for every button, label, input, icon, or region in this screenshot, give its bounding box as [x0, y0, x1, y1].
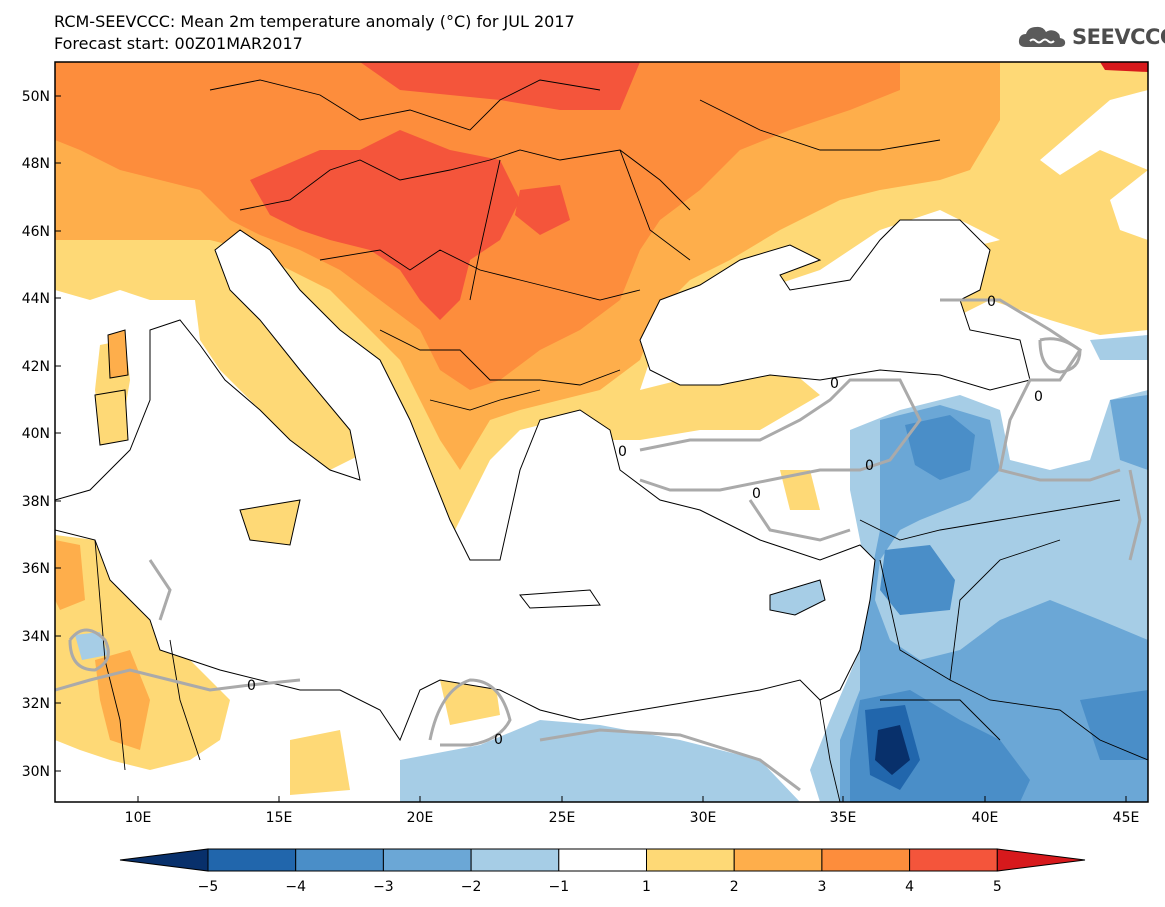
logo-text: SEEVCCC — [1072, 25, 1165, 49]
lat-label: 50N — [22, 89, 50, 105]
lon-label: 30E — [690, 810, 717, 826]
legend-swatch — [733, 848, 823, 872]
forecast-start-label: Forecast start: 00Z01MAR2017 — [54, 34, 303, 53]
legend-swatch — [821, 848, 911, 872]
sardinia — [94, 389, 129, 446]
legend-label: −4 — [285, 879, 306, 895]
anomaly-zone-1-2-italy — [195, 300, 370, 470]
lat-label: 46N — [22, 224, 50, 240]
lon-label: 15E — [266, 810, 293, 826]
contour-label: 0 — [1034, 389, 1043, 405]
legend-swatch — [295, 848, 384, 872]
anomaly-zone-4-5-central — [250, 130, 520, 320]
lon-label: 35E — [830, 810, 857, 826]
lat-label: 34N — [22, 629, 50, 645]
mediterranean-sea — [55, 229, 876, 742]
cloud-icon — [1018, 26, 1066, 47]
anomaly-zone-neg3-4 — [850, 415, 1148, 802]
anomaly-zone-2-3-tunisia — [55, 540, 85, 610]
legend-swatch — [207, 848, 297, 872]
legend-label: −5 — [198, 879, 219, 895]
legend-label: −2 — [461, 879, 482, 895]
legend-swatch — [646, 848, 735, 872]
lon-label: 45E — [1113, 810, 1140, 826]
legend-arrow-low — [119, 848, 209, 872]
legend-swatch — [382, 848, 472, 872]
anomaly-zone-neg1-2-nile — [400, 720, 800, 802]
lat-label: 44N — [22, 291, 50, 307]
anomaly-zone-below-neg5 — [875, 725, 910, 775]
anomaly-zone-1-2-libya-east — [290, 730, 350, 795]
color-legend: −5 −4 −3 −2 −1 1 2 3 4 5 — [119, 848, 1086, 895]
lon-label: 20E — [407, 810, 434, 826]
contour-labels: 0 0 0 0 0 0 0 0 — [247, 294, 1043, 748]
lat-label: 48N — [22, 156, 50, 172]
legend-arrow-high — [996, 848, 1086, 872]
latitude-axis — [55, 95, 61, 772]
latitude-labels: 50N 48N 46N 44N 42N 40N 38N 36N 34N 32N … — [22, 89, 50, 780]
sicily — [239, 499, 301, 546]
legend-swatch — [558, 848, 647, 872]
contour-label: 0 — [830, 376, 839, 392]
contour-label: 0 — [987, 294, 996, 310]
anomaly-zone-1-2-libya — [440, 680, 500, 725]
country-borders — [94, 79, 1148, 802]
legend-swatch — [909, 848, 998, 872]
legend-label: 4 — [905, 879, 914, 895]
contour-label: 0 — [752, 486, 761, 502]
contour-label: 0 — [865, 458, 874, 474]
anomaly-zone-1-2-north-africa — [55, 535, 230, 770]
lat-label: 32N — [22, 696, 50, 712]
lat-label: 40N — [22, 426, 50, 442]
cyprus — [769, 579, 826, 616]
contour-label: 0 — [618, 444, 627, 460]
seevccc-logo: SEEVCCC — [1016, 22, 1165, 52]
lon-label: 40E — [972, 810, 999, 826]
legend-label: −3 — [373, 879, 394, 895]
zero-contours — [55, 298, 1142, 792]
contour-label: 0 — [494, 732, 503, 748]
lat-label: 36N — [22, 561, 50, 577]
anomaly-zone-neg2-3-east — [1110, 395, 1148, 470]
anomaly-zone-4-5-northeast — [1100, 62, 1148, 72]
lat-label: 42N — [22, 359, 50, 375]
anomaly-zone-4-5-north — [360, 62, 640, 110]
longitude-labels: 10E 15E 20E 25E 30E 35E 40E 45E — [125, 810, 1140, 826]
anomaly-zone-neg1-2-tunisia — [75, 632, 108, 660]
legend-label: 5 — [993, 879, 1002, 895]
caspian-edge — [1040, 90, 1148, 240]
legend-label: 1 — [642, 879, 651, 895]
map-title: RCM-SEEVCCC: Mean 2m temperature anomaly… — [54, 12, 575, 31]
map-frame — [54, 61, 1149, 803]
crete — [519, 589, 601, 609]
legend-label: 2 — [730, 879, 739, 895]
legend-swatch — [470, 848, 560, 872]
contour-label: 0 — [247, 678, 256, 694]
longitude-axis — [137, 796, 1127, 802]
lat-label: 38N — [22, 494, 50, 510]
corsica — [107, 329, 129, 379]
anomaly-fields: 0 0 0 0 0 0 0 0 — [55, 62, 1148, 802]
legend-label: 3 — [817, 879, 826, 895]
legend-label: −1 — [548, 879, 569, 895]
lat-label: 30N — [22, 764, 50, 780]
lon-label: 10E — [125, 810, 152, 826]
anomaly-zone-1-2-anatolia — [780, 470, 820, 510]
anomaly-zone-neg1-2-caucasus — [1090, 335, 1148, 360]
lon-label: 25E — [549, 810, 576, 826]
anomaly-zone-4-5-romania — [515, 185, 570, 235]
